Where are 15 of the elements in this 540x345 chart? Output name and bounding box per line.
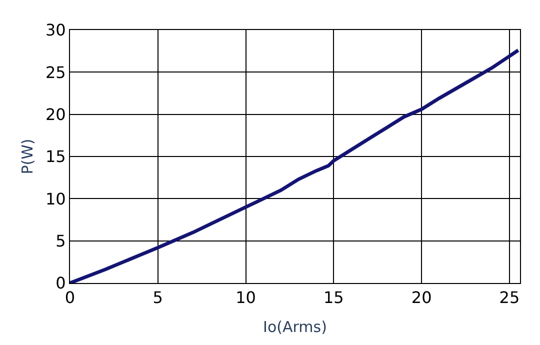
y-tick-label: 10 [45,189,66,208]
x-tick-label: 10 [236,288,256,308]
y-tick-label: 30 [45,20,66,40]
x-tick-label: 25 [499,288,520,308]
y-axis-title: P(W) [18,138,37,174]
line-series [70,48,520,283]
y-tick-label: 20 [45,104,66,124]
y-tick-label: 15 [45,147,66,166]
y-tick-label: 0 [56,274,66,293]
x-tick-label: 15 [323,288,344,308]
x-tick-label: 20 [411,288,432,308]
y-tick-label: 25 [45,62,66,82]
x-axis-title: Io(Arms) [263,318,327,336]
y-tick-label: 5 [56,231,66,250]
x-tick-label: 5 [152,288,163,308]
